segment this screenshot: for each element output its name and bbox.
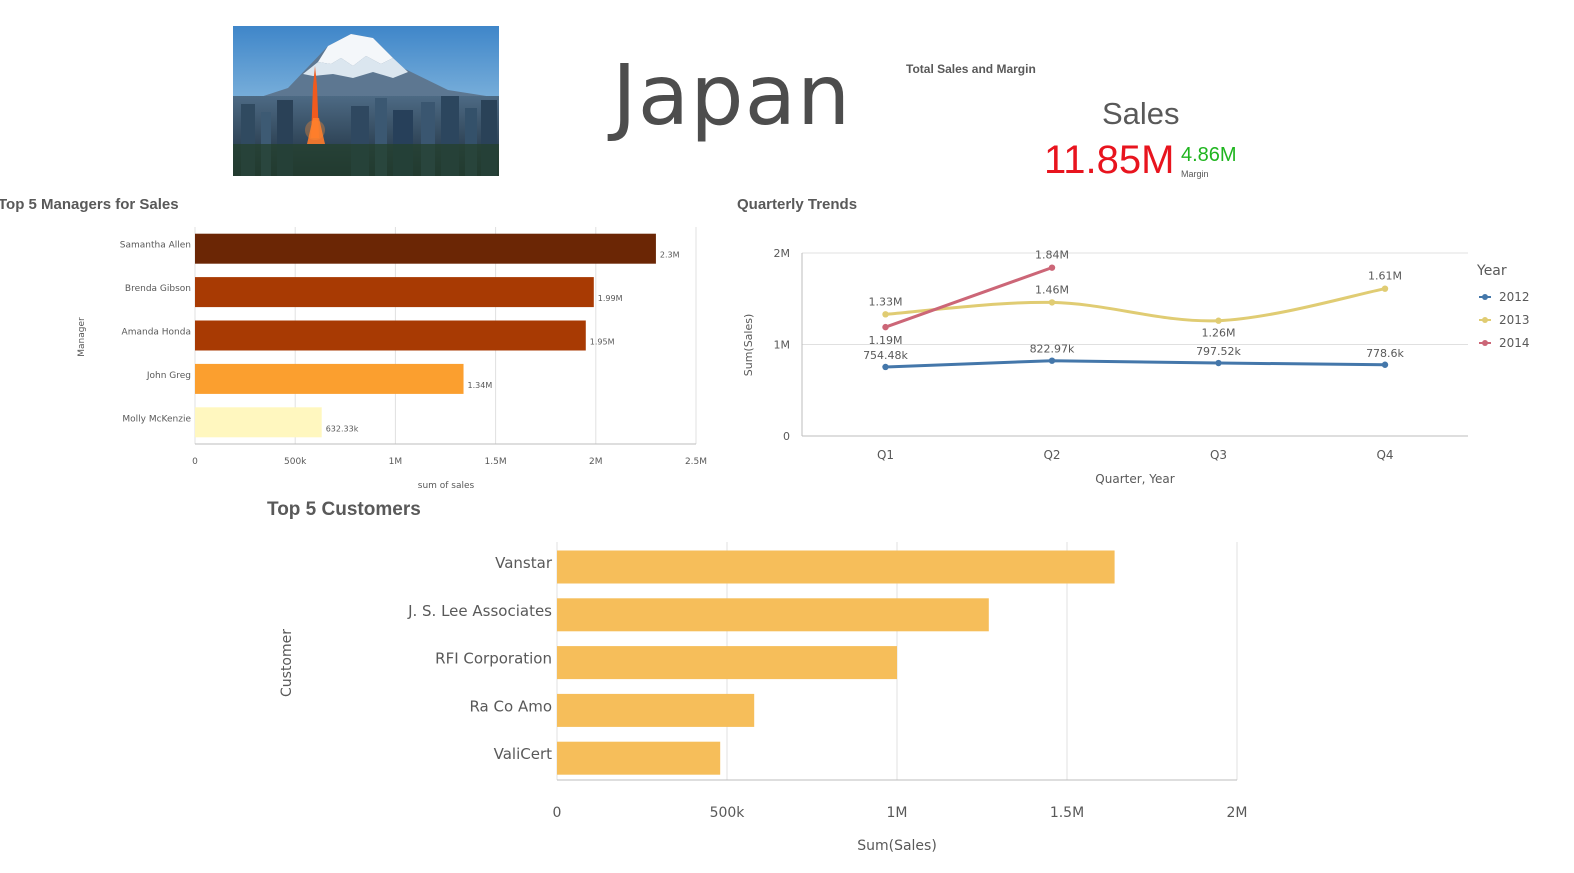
quarterly-data-label: 1.26M [1202, 327, 1236, 340]
customers-x-tick-label: 1.5M [1050, 805, 1084, 821]
quarterly-data-label: 1.19M [869, 334, 903, 347]
quarterly-point-2013 [1215, 317, 1222, 324]
kpi-sales-label: Sales [1102, 96, 1180, 131]
quarterly-y-tick-label: 0 [783, 430, 790, 443]
customers-category-label: ValiCert [494, 745, 552, 763]
quarterly-legend-label: 2012 [1499, 290, 1530, 304]
customers-x-tick-label: 2M [1227, 805, 1248, 821]
managers-x-tick-label: 500k [284, 457, 307, 467]
quarterly-point-2014 [1048, 264, 1056, 271]
managers-category-label: Amanda Honda [122, 328, 191, 338]
customers-bar [557, 646, 897, 680]
managers-category-label: Brenda Gibson [125, 284, 191, 294]
quarterly-y-axis-title: Sum(Sales) [742, 314, 755, 377]
quarterly-series-line-2012 [885, 359, 1386, 369]
country-title: Japan [612, 46, 852, 144]
quarterly-data-label: 1.61M [1368, 270, 1402, 283]
managers-bar-chart[interactable]: 0 500k 1M 1.5M 2M 2.5M 2.3M Samantha Allen 1.99M… [0, 215, 720, 495]
quarterly-data-label: 754.48k [863, 349, 908, 362]
quarterly-point-2014 [882, 323, 889, 331]
quarterly-x-axis-title: Quarter, Year [1095, 472, 1174, 486]
quarterly-point-2012 [882, 363, 889, 371]
customers-x-tick-label: 0 [553, 805, 562, 821]
quarterly-data-label: 797.52k [1196, 345, 1241, 358]
managers-bar [195, 233, 656, 264]
managers-bar [195, 407, 322, 438]
quarterly-point-2013 [1381, 285, 1389, 292]
quarterly-legend-marker [1482, 340, 1488, 346]
customers-x-axis-title: Sum(Sales) [857, 838, 937, 854]
customers-chart-title: Top 5 Customers [267, 499, 421, 520]
managers-x-tick-label: 1M [389, 457, 403, 467]
mount-fuji-tokyo-skyline-photo [233, 26, 499, 176]
customers-category-label: Ra Co Amo [469, 697, 552, 715]
managers-bar-value-label: 1.99M [598, 294, 623, 303]
quarterly-point-2013 [1048, 299, 1056, 306]
managers-x-tick-label: 1.5M [485, 457, 507, 467]
quarterly-point-2012 [1215, 359, 1222, 367]
managers-bar [195, 320, 586, 351]
quarterly-y-tick-label: 2M [774, 247, 791, 260]
customers-category-label: J. S. Lee Associates [407, 602, 552, 620]
managers-bar-value-label: 1.34M [468, 381, 493, 390]
quarterly-x-tick-label: Q1 [877, 448, 894, 462]
managers-y-axis-title: Manager [77, 317, 87, 357]
quarterly-legend-label: 2013 [1499, 313, 1530, 327]
quarterly-data-label: 778.6k [1366, 347, 1404, 360]
customers-bar [557, 598, 989, 632]
hero-photo [233, 26, 499, 176]
quarterly-x-tick-label: Q3 [1210, 448, 1227, 462]
managers-chart-title: Top 5 Managers for Sales [0, 196, 179, 213]
quarterly-legend-title: Year [1476, 263, 1507, 279]
managers-x-tick-label: 0 [192, 457, 198, 467]
quarterly-x-tick-label: Q2 [1043, 448, 1060, 462]
managers-bar-value-label: 2.3M [660, 251, 680, 260]
kpi-margin-label: Margin [1181, 169, 1209, 179]
customers-bar [557, 550, 1115, 584]
quarterly-data-label: 822.97k [1030, 343, 1075, 356]
managers-x-tick-label: 2.5M [685, 457, 707, 467]
managers-x-axis-title: sum of sales [418, 481, 475, 491]
quarterly-chart-title: Quarterly Trends [737, 196, 858, 213]
kpi-sales-value: 11.85M [1044, 138, 1175, 182]
customers-bar [557, 741, 721, 775]
managers-category-label: Samantha Allen [120, 241, 191, 251]
quarterly-point-2012 [1048, 357, 1056, 364]
quarterly-data-label: 1.46M [1035, 283, 1069, 296]
customers-x-tick-label: 500k [710, 805, 746, 821]
managers-bar-value-label: 632.33k [326, 424, 359, 433]
quarterly-data-label: 1.84M [1035, 249, 1069, 262]
managers-bar-value-label: 1.95M [590, 338, 615, 347]
quarterly-x-tick-label: Q4 [1376, 448, 1393, 462]
managers-bar [195, 363, 464, 394]
quarterly-point-2012 [1381, 361, 1389, 368]
customers-x-tick-label: 1M [887, 805, 908, 821]
quarterly-legend-label: 2014 [1499, 336, 1530, 350]
quarterly-series-line-2013 [885, 287, 1386, 323]
managers-x-tick-label: 2M [589, 457, 603, 467]
quarterly-legend-marker [1482, 294, 1488, 300]
quarterly-legend-marker [1482, 317, 1488, 323]
kpi-title: Total Sales and Margin [906, 62, 1036, 76]
quarterly-point-2013 [882, 311, 889, 318]
customers-y-axis-title: Customer [279, 629, 295, 697]
quarterly-line-chart[interactable]: 0 1M 2M Q1 Q2 Q3 Q4 Quarter, Year Sum(Sales) 754.… [730, 215, 1570, 495]
quarterly-data-label: 1.33M [869, 295, 903, 308]
customers-category-label: Vanstar [495, 554, 553, 572]
customers-bar [557, 693, 755, 727]
quarterly-series-line-2014 [884, 266, 1053, 329]
managers-bar [195, 277, 594, 308]
customers-bar-chart[interactable]: 0 500k 1M 1.5M 2M Vanstar J. S. Lee Associates… [260, 530, 1270, 860]
customers-category-label: RFI Corporation [435, 650, 552, 668]
managers-category-label: John Greg [146, 371, 191, 381]
kpi-margin-value: 4.86M [1181, 144, 1237, 166]
managers-category-label: Molly McKenzie [122, 414, 191, 424]
quarterly-y-tick-label: 1M [774, 339, 791, 352]
